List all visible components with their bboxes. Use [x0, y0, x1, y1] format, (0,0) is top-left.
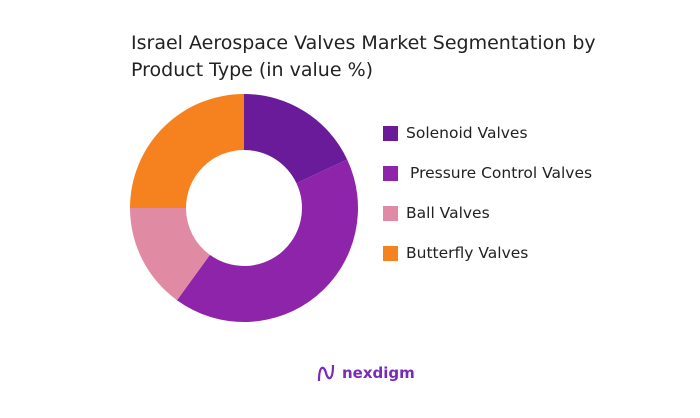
slice-ball-valves — [130, 208, 210, 301]
legend-swatch — [383, 125, 398, 141]
legend-label: Butterfly Valves — [406, 244, 529, 262]
legend-label: Pressure Control Valves — [410, 164, 593, 182]
logo-text: nexdigm — [342, 364, 415, 382]
title-line-1: Israel Aerospace Valves Market Segmentat… — [131, 32, 596, 54]
legend-swatch — [383, 165, 398, 181]
legend: Solenoid Valves Pressure Control Valves Ba… — [383, 113, 592, 273]
legend-swatch — [383, 245, 398, 261]
slice-butterfly-valves — [130, 94, 244, 208]
nexdigm-logo: nexdigm — [316, 363, 415, 383]
legend-item: Solenoid Valves — [383, 113, 592, 153]
chart-title: Israel Aerospace Valves Market Segmentat… — [131, 30, 596, 84]
title-line-2: Product Type (in value %) — [131, 59, 374, 81]
logo-mark-icon — [317, 364, 335, 382]
slice-solenoid-valves — [244, 94, 348, 184]
legend-item: Butterfly Valves — [383, 233, 592, 273]
legend-swatch — [383, 205, 398, 221]
legend-label: Ball Valves — [406, 204, 490, 222]
slice-pressure-control-valves — [176, 159, 359, 323]
legend-label: Solenoid Valves — [406, 124, 528, 142]
legend-item: Pressure Control Valves — [383, 153, 592, 193]
legend-item: Ball Valves — [383, 193, 592, 233]
